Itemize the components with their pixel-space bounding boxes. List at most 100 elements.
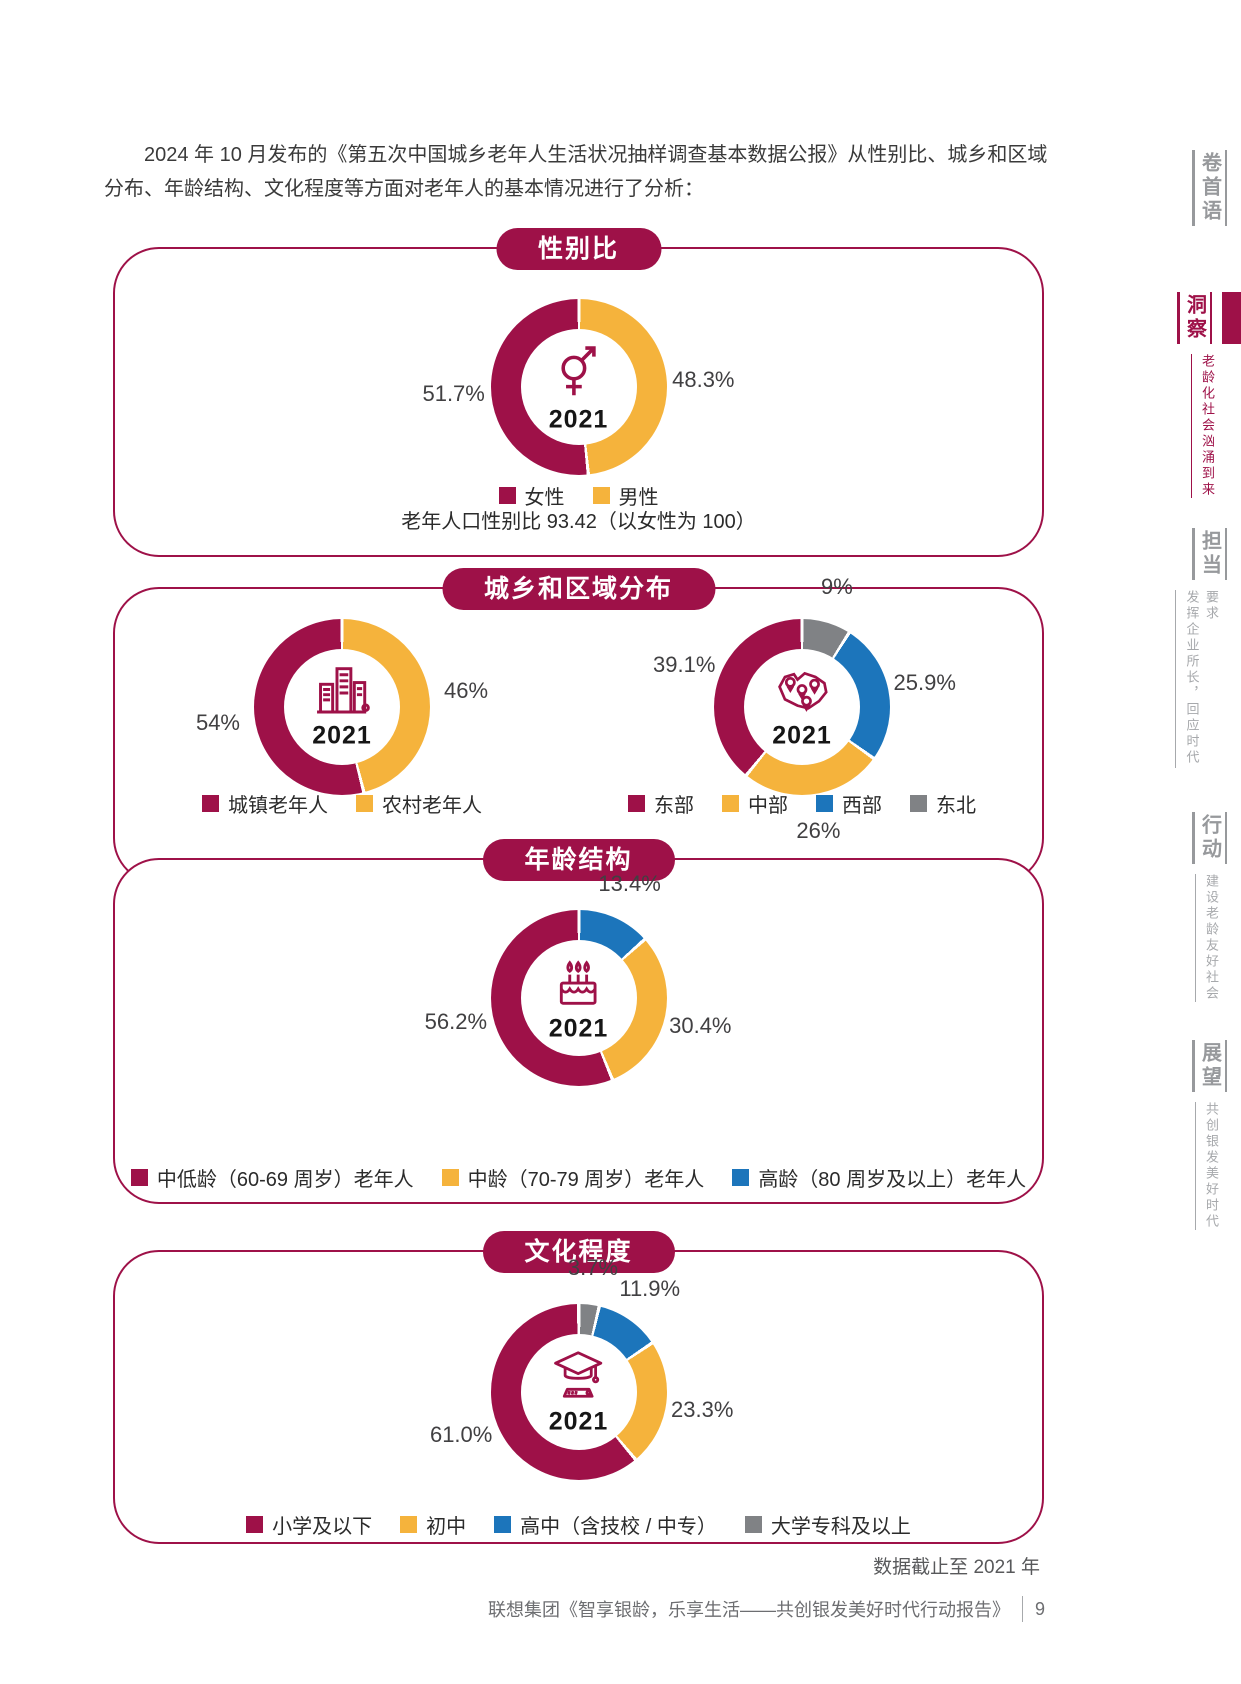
active-tab-marker (1222, 292, 1241, 344)
legend-item: 高中（含技校 / 中专） (494, 1510, 717, 1539)
segment-value-label: 23.3% (671, 1396, 734, 1422)
donut-chart-gender: 2021 48.3% 51.7% (349, 269, 809, 505)
legend-label: 大学专科及以上 (770, 1516, 911, 1538)
legend-item: 农村老年人 (356, 789, 482, 818)
map-pins-icon (772, 664, 832, 721)
donut-chart-age: 2021 13.4% 30.4% 56.2% (349, 871, 809, 1116)
donut-hole (520, 940, 637, 1056)
legend-label: 高龄（80 周岁及以上）老年人 (758, 1169, 1027, 1191)
segment-value-label: 56.2% (424, 1009, 488, 1035)
legend-swatch (246, 1516, 264, 1533)
sidebar-item-responsibility[interactable]: 担当 发挥企业所长，回应时代要求 (1175, 528, 1241, 768)
footer-divider (1021, 1596, 1023, 1622)
sidebar-item-preface[interactable]: 卷首语 (1192, 150, 1241, 226)
segment-value-label: 25.9% (893, 670, 956, 696)
donut-ring: 2021 (490, 299, 667, 475)
segment-value-label: 61.0% (429, 1422, 493, 1448)
report-title: 联想集团《智享银龄，乐享生活——共创银发美好时代行动报告》 (487, 1600, 1010, 1620)
legend-swatch (356, 795, 373, 812)
tab-bar (1192, 812, 1195, 864)
data-cutoff-note: 数据截止至 2021 年 (873, 1557, 1040, 1578)
segment-value-label: 30.4% (669, 1013, 732, 1039)
sidebar-item-subtitle: 建设老龄友好社会 (1194, 874, 1222, 1002)
segment-value-label: 3.7% (567, 1254, 619, 1280)
tab-bar (1192, 150, 1195, 226)
legend-label: 东部 (654, 795, 694, 817)
legend-label: 中低龄（60-69 周岁）老年人 (156, 1169, 414, 1191)
sidebar-item-subtitle: 老龄化社会汹涌到来 (1190, 354, 1218, 498)
legend-item: 中部 (722, 789, 788, 818)
segment-value-label: 54% (195, 709, 241, 735)
legend-swatch (722, 795, 739, 812)
section-title-age: 年龄结构 (482, 839, 675, 881)
segment-value-label: 11.9% (619, 1276, 681, 1302)
legend-swatch (441, 1169, 459, 1186)
sidebar-item-insight[interactable]: 洞察 老龄化社会汹涌到来 (1177, 292, 1241, 498)
legend-swatch (816, 795, 833, 812)
legend-item: 西部 (816, 789, 882, 818)
segment-value-label: 46% (443, 678, 489, 704)
legend-swatch (628, 795, 645, 812)
section-education-level: 文化程度 2021 3.7% 11.9% 23.3% 61.0% 小学及以下 初中 高中（… (113, 1231, 1044, 1544)
section-age-structure: 年龄结构 2021 13.4% 30.4% 56.2% 中低龄（60-69 周岁）老… (113, 839, 1044, 1204)
sidebar-item-label: 行动 (1198, 814, 1221, 862)
sidebar-item-action[interactable]: 行动 建设老龄友好社会 (1192, 812, 1241, 1002)
page-number: 9 (1034, 1598, 1045, 1619)
tab-bar (1209, 292, 1212, 344)
legend-swatch (498, 487, 516, 504)
donut-center: 2021 (549, 1348, 609, 1437)
legend-label: 城镇老年人 (228, 795, 328, 817)
tab-bar (1192, 528, 1195, 580)
legend-item: 小学及以下 (246, 1510, 372, 1539)
chart-year-label: 2021 (548, 405, 609, 434)
page-footer: 联想集团《智享银龄，乐享生活——共创银发美好时代行动报告》 9 (488, 1596, 1045, 1622)
sidebar-item-label: 卷首语 (1198, 152, 1221, 224)
segment-value-label: 39.1% (653, 652, 716, 678)
legend-label: 初中 (426, 1516, 467, 1538)
sidebar-item-subtitle: 发挥企业所长，回应时代要求 (1175, 590, 1221, 768)
legend-label: 男性 (618, 487, 659, 509)
donut-ring: 2021 (714, 619, 890, 795)
segment-value-label: 51.7% (422, 380, 485, 406)
legend-swatch (494, 1516, 512, 1533)
legend-item: 大学专科及以上 (744, 1510, 911, 1539)
legend-label: 小学及以下 (272, 1516, 373, 1538)
legend-swatch (910, 795, 927, 812)
sidebar-item-subtitle: 共创银发美好时代 (1194, 1102, 1222, 1230)
legend-label: 东北 (936, 795, 976, 817)
segment-value-label: 13.4% (598, 870, 661, 896)
legend-item: 东部 (628, 789, 694, 818)
legend-age: 中低龄（60-69 周岁）老年人 中龄（70-79 周岁）老年人 高龄（80 周岁及… (115, 1163, 1042, 1192)
legend-swatch (400, 1516, 418, 1533)
legend-regions: 东部 中部 西部 东北 (572, 789, 1032, 818)
legend-label: 西部 (842, 795, 882, 817)
donut-ring: 2021 (490, 910, 667, 1086)
section-gender-ratio: 性别比 2021 48.3% 51.7% 女性 男性 老年人口性别比 93.42（以… (113, 228, 1044, 557)
legend-item: 中龄（70-79 周岁）老年人 (441, 1163, 704, 1192)
legend-swatch (592, 487, 610, 504)
sidebar-item-label: 担当 (1198, 530, 1221, 578)
graduation-cap-icon (551, 1348, 607, 1407)
legend-item: 东北 (910, 789, 976, 818)
tab-bar (1177, 292, 1180, 344)
legend-swatch (744, 1516, 762, 1533)
tab-bar (1224, 528, 1227, 580)
tab-bar (1224, 150, 1227, 226)
legend-swatch (732, 1169, 750, 1186)
segment-value-label: 26% (796, 817, 841, 843)
legend-label: 高中（含技校 / 中专） (520, 1516, 717, 1538)
legend-item: 女性 (498, 481, 565, 510)
sidebar-item-label: 展望 (1198, 1042, 1221, 1090)
legend-item: 中低龄（60-69 周岁）老年人 (130, 1163, 414, 1192)
gender-ratio-note: 老年人口性别比 93.42（以女性为 100） (401, 511, 756, 533)
sidebar-item-outlook[interactable]: 展望 共创银发美好时代 (1192, 1040, 1241, 1230)
donut-ring: 2021 (490, 1304, 667, 1480)
segment-value-label: 48.3% (672, 367, 735, 393)
chart-year-label: 2021 (548, 1014, 609, 1043)
intro-paragraph: 2024 年 10 月发布的《第五次中国城乡老年人生活状况抽样调查基本数据公报》… (104, 144, 1048, 200)
chart-year-label: 2021 (548, 1407, 609, 1436)
donut-center: 2021 (549, 953, 609, 1044)
donut-chart-regions: 2021 9% 25.9% 26% 39.1% (572, 574, 1032, 843)
legend-swatch (130, 1169, 148, 1186)
